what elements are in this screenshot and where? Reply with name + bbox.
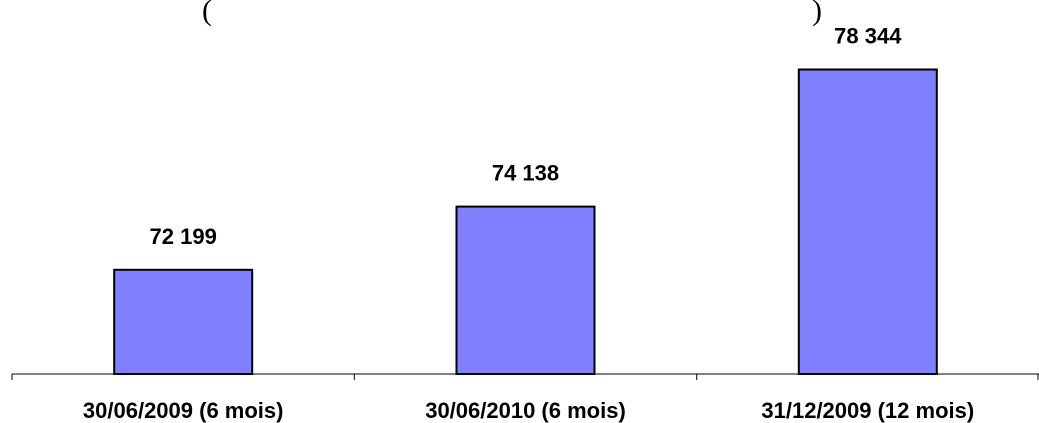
x-tick-label-1: 30/06/2009 (6 mois) [83, 398, 284, 423]
bars-group [113, 68, 938, 375]
x-tick-label-2: 30/06/2010 (6 mois) [425, 398, 626, 423]
data-label-1: 72 199 [150, 224, 217, 249]
x-tick-label-3: 31/12/2009 (12 mois) [761, 398, 974, 423]
title-close-paren: ) [812, 0, 822, 27]
bar-1 [113, 268, 254, 375]
data-label-2: 74 138 [492, 161, 559, 186]
bar-2 [455, 205, 596, 375]
data-label-3: 78 344 [834, 24, 902, 49]
data-labels-group: 72 199 74 138 78 344 [150, 24, 903, 249]
x-axis-ticks [11, 374, 1039, 380]
title-open-paren: ( [202, 0, 212, 27]
x-axis-tick-labels: 30/06/2009 (6 mois) 30/06/2010 (6 mois) 31… [83, 398, 974, 423]
bar-3 [797, 68, 938, 375]
